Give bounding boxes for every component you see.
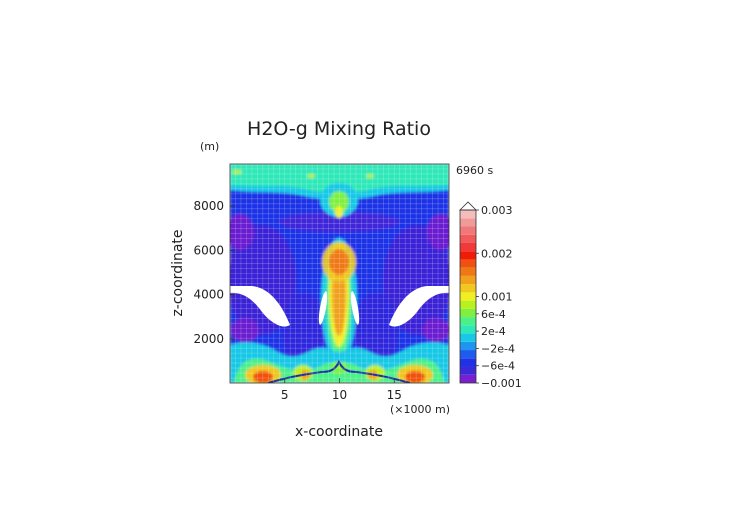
y-unit-label: (m) bbox=[200, 140, 219, 153]
colorbar-swatch bbox=[460, 308, 476, 318]
x-axis-label: x-coordinate bbox=[295, 424, 383, 440]
colorbar-swatch bbox=[460, 226, 476, 235]
terrain-line bbox=[267, 359, 411, 383]
no-data-crescent-right bbox=[389, 286, 449, 327]
upper-band-spot-1 bbox=[232, 170, 242, 174]
y-tick-label: 4000 bbox=[193, 288, 224, 302]
colorbar-swatch bbox=[460, 259, 476, 268]
colorbar-swatch bbox=[460, 292, 476, 301]
no-data-crescent-left bbox=[230, 286, 290, 327]
colorbar-swatch bbox=[460, 325, 476, 334]
colorbar-tick-label: 0.003 bbox=[481, 204, 513, 217]
violet-patch-right bbox=[427, 214, 449, 250]
deep-zone-mid-right bbox=[354, 292, 398, 368]
colorbar-swatch bbox=[460, 358, 476, 367]
colorbar-swatch bbox=[460, 275, 476, 285]
x-tick-label: 15 bbox=[387, 388, 402, 402]
colorbar-swatch bbox=[460, 341, 476, 351]
colorbar-tick-label: −6e-4 bbox=[481, 360, 515, 373]
colorbar-swatch bbox=[460, 300, 476, 309]
colorbar-swatch bbox=[460, 374, 476, 383]
colorbar-tick-label: 0.001 bbox=[481, 291, 513, 304]
colorbar-swatch bbox=[460, 350, 476, 359]
surface-cell-center bbox=[331, 362, 347, 374]
colorbar-extension-arrow bbox=[459, 201, 477, 211]
contour-field bbox=[230, 164, 449, 383]
plume-bulge-core bbox=[329, 249, 349, 275]
violet-patch-low-right bbox=[422, 318, 449, 342]
plume-top-center bbox=[335, 206, 343, 218]
plume-top-core bbox=[329, 191, 349, 213]
x-axis-ticks: 5 10 15 bbox=[281, 378, 402, 402]
x-tick-label: 5 bbox=[281, 388, 289, 402]
upper-band-spot-2 bbox=[307, 174, 315, 178]
y-tick-label: 6000 bbox=[193, 243, 224, 257]
y-tick-label: 8000 bbox=[193, 199, 224, 213]
x-unit-label: (×1000 m) bbox=[390, 403, 450, 416]
colorbar-tick-label: 2e-4 bbox=[481, 325, 506, 338]
y-tick-label: 2000 bbox=[193, 332, 224, 346]
upper-band-spot-3 bbox=[366, 174, 374, 178]
y-axis-ticks: 2000 4000 6000 8000 bbox=[193, 199, 235, 346]
violet-patch-low-left bbox=[231, 318, 259, 342]
time-label: 6960 s bbox=[456, 164, 493, 177]
no-data-sliver-right bbox=[350, 291, 360, 325]
colorbar-swatch bbox=[460, 333, 476, 342]
upper-band bbox=[230, 164, 449, 193]
chart-title: H2O-g Mixing Ratio bbox=[247, 118, 431, 140]
colorbar-swatch bbox=[460, 267, 476, 276]
colorbar-swatch bbox=[460, 366, 476, 375]
colorbar: 0.003 0.002 0.001 6e-4 2e-4 −2e-4 −6e-4 −0.001 bbox=[459, 201, 522, 390]
colorbar-tick-label: −0.001 bbox=[481, 377, 522, 390]
grid bbox=[230, 164, 449, 383]
colorbar-swatch bbox=[460, 251, 476, 260]
y-axis-label: z-coordinate bbox=[170, 229, 186, 316]
no-data-sliver-left bbox=[318, 291, 328, 325]
colorbar-tick-label: 6e-4 bbox=[481, 308, 506, 321]
colorbar-tick-label: −2e-4 bbox=[481, 342, 515, 355]
colorbar-swatch bbox=[460, 242, 476, 252]
colorbar-swatch bbox=[460, 218, 476, 227]
colorbar-swatch bbox=[460, 210, 476, 219]
surface-cell-right-core bbox=[405, 371, 425, 383]
colorbar-swatch bbox=[460, 317, 476, 326]
colorbar-tick-label: 0.002 bbox=[481, 247, 513, 260]
surface-cell-left-core bbox=[253, 371, 273, 383]
colorbar-swatch bbox=[460, 234, 476, 243]
violet-patch-left bbox=[230, 214, 254, 250]
colorbar-swatch bbox=[460, 284, 476, 293]
x-tick-label: 10 bbox=[332, 388, 347, 402]
violet-patch-upper bbox=[279, 212, 399, 232]
